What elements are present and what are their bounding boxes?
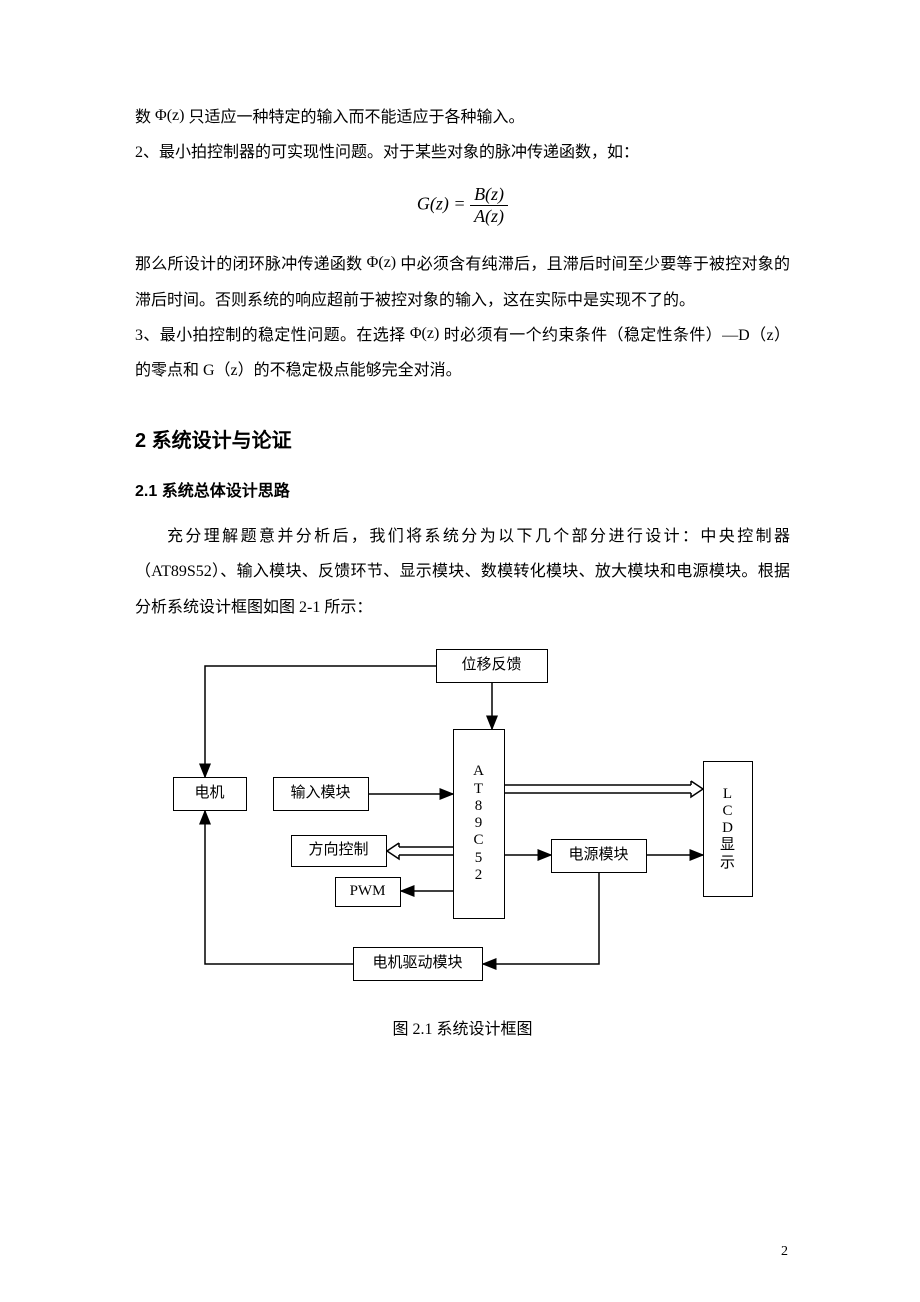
node-input: 输入模块 (273, 777, 369, 811)
paragraph-5: 充分理解题意并分析后，我们将系统分为以下几个部分进行设计：中央控制器（AT89S… (135, 519, 790, 625)
eq-den: A(z) (470, 206, 508, 227)
node-lcd: LCD显示 (703, 761, 753, 897)
section-heading-2: 2 系统设计与论证 (135, 424, 790, 453)
equation-gz: G(z) = B(z)A(z) (135, 184, 790, 227)
node-cpu: AT89C52 (453, 729, 505, 919)
paragraph-2: 2、最小拍控制器的可实现性问题。对于某些对象的脉冲传递函数，如： (135, 135, 790, 170)
node-driver: 电机驱动模块 (353, 947, 483, 981)
subsection-heading-2-1: 2.1 系统总体设计思路 (135, 477, 790, 501)
p3a: 那么所设计的闭环脉冲传递函数 (135, 256, 367, 273)
node-feedback: 位移反馈 (436, 649, 548, 683)
p4a: 3、最小拍控制的稳定性问题。在选择 (135, 327, 410, 344)
paragraph-1: 数 Φ(z) 只适应一种特定的输入而不能适应于各种输入。 (135, 100, 790, 135)
page-number: 2 (781, 1244, 788, 1260)
p1a: 数 (135, 109, 155, 126)
system-block-diagram: 位移反馈电机输入模块方向控制 PWM AT89C52 电源模块 LCD显示电机驱动模块 (143, 639, 783, 999)
eq-num: B(z) (470, 184, 508, 206)
node-power: 电源模块 (551, 839, 647, 873)
node-pwm: PWM (335, 877, 401, 907)
phi-symbol-2: Φ(z) (367, 254, 396, 271)
eq-lhs: G(z) = (417, 194, 470, 214)
node-dir: 方向控制 (291, 835, 387, 867)
paragraph-3: 那么所设计的闭环脉冲传递函数 Φ(z) 中必须含有纯滞后，且滞后时间至少要等于被… (135, 247, 790, 317)
phi-symbol-3: Φ(z) (410, 325, 439, 342)
paragraph-4: 3、最小拍控制的稳定性问题。在选择 Φ(z) 时必须有一个约束条件（稳定性条件）… (135, 318, 790, 388)
node-motor: 电机 (173, 777, 247, 811)
phi-symbol-1: Φ(z) (155, 107, 184, 124)
eq-fraction: B(z)A(z) (470, 184, 508, 227)
figure-caption: 图 2.1 系统设计框图 (135, 1015, 790, 1039)
p1b: 只适应一种特定的输入而不能适应于各种输入。 (184, 109, 524, 126)
